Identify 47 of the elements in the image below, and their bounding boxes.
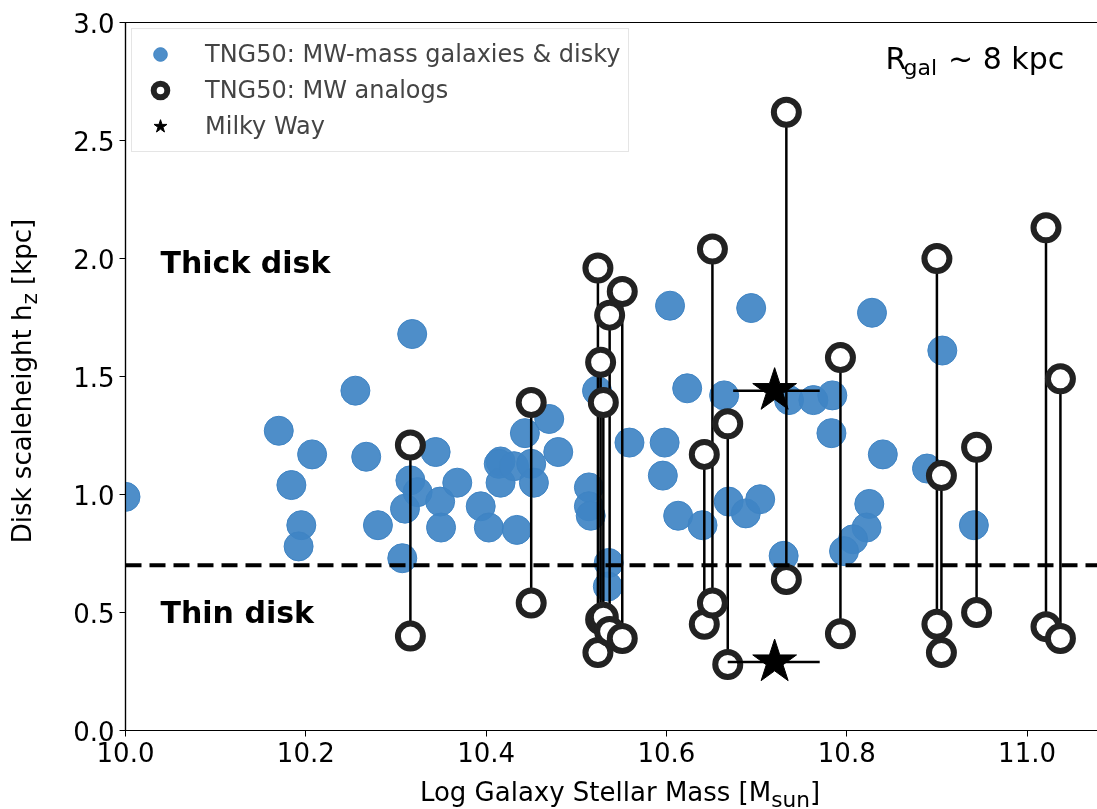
point [515,386,547,418]
y-tick-label: 3.0 [73,8,115,39]
point [696,587,728,619]
point [394,429,426,461]
x-tick-label: 10.6 [637,737,696,768]
point [770,563,802,595]
point [582,252,614,284]
point [824,342,856,374]
point [961,431,993,463]
point [925,637,957,669]
y-tick-label: 1.0 [73,480,115,511]
point [606,622,638,654]
x-tick-label: 10.8 [817,737,876,768]
point [585,346,617,378]
point [394,620,426,652]
point [752,638,797,682]
point [696,233,728,265]
point [921,608,953,640]
point [925,460,957,492]
point [770,96,802,128]
x-axis-title: Log Galaxy Stellar Mass [M$_{sun}$] [418,776,822,809]
x-tick-label: 10.2 [276,737,335,768]
point [712,408,744,440]
point [824,618,856,650]
point [1044,363,1076,395]
point [921,243,953,274]
y-tick-label: 1.5 [73,362,115,393]
annotation: Thick disk [160,245,332,280]
point [587,386,619,418]
point [582,637,614,669]
x-tick-label: 11.0 [998,737,1057,768]
legend-label: TNG50: MW analogs [205,76,449,104]
point [515,587,547,619]
x-tick-label: 10.4 [457,737,516,768]
point [688,438,720,470]
annotation: Thin disk [160,595,316,630]
point [606,276,638,308]
y-tick-label: 2.5 [73,126,115,157]
y-tick-label: 0.5 [73,598,115,629]
point [1044,622,1076,654]
point [1030,212,1062,244]
point [594,299,626,331]
legend-label: TNG50: MW-mass galaxies & disky [205,40,621,68]
point [712,648,744,680]
point [961,597,993,628]
y-tick-label: 2.0 [73,244,115,275]
legend-label: Milky Way [205,112,326,140]
